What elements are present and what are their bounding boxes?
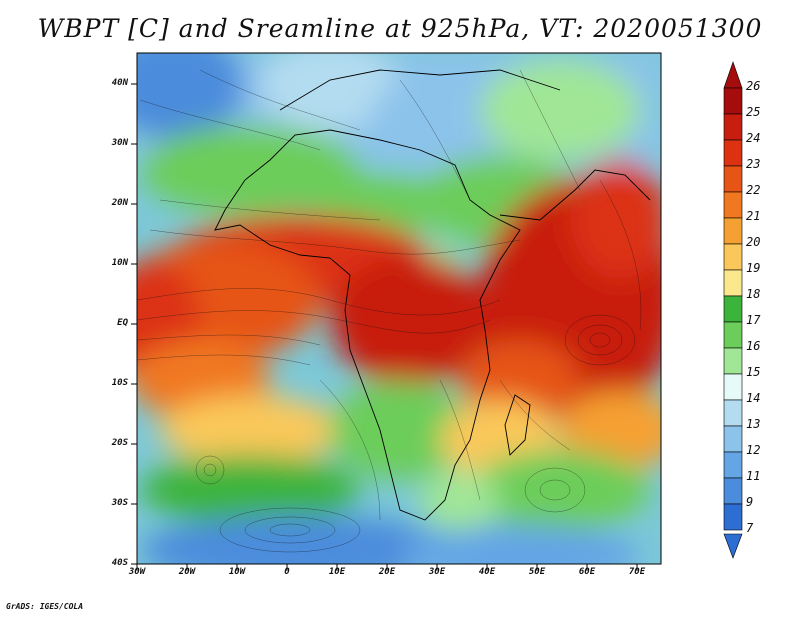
y-tick-label: 20N xyxy=(111,198,128,208)
colorbar-label: 19 xyxy=(746,261,761,275)
y-tick-label: 20S xyxy=(111,438,128,448)
colorbar-swatch xyxy=(723,217,743,245)
colorbar-swatch xyxy=(723,399,743,427)
x-tick-label: 10E xyxy=(328,567,346,577)
colorbar-swatch xyxy=(723,295,743,323)
colorbar-swatch xyxy=(723,503,743,531)
x-tick-label: 10W xyxy=(228,567,246,577)
x-tick-label: 20W xyxy=(178,567,196,577)
plot-frame xyxy=(136,52,662,565)
colorbar-label: 20 xyxy=(746,235,761,249)
colorbar-max-arrow xyxy=(723,61,743,89)
colorbar-swatch xyxy=(723,269,743,297)
wbpt-field xyxy=(137,53,661,564)
colorbar-label: 17 xyxy=(746,313,761,327)
colorbar-swatch xyxy=(723,165,743,193)
colorbar-label: 14 xyxy=(746,391,761,405)
y-tick-label: 40S xyxy=(111,558,128,568)
colorbar-label: 23 xyxy=(746,157,761,171)
x-tick-label: 0 xyxy=(284,567,290,577)
colorbar-swatch xyxy=(723,477,743,505)
x-tick-label: 70E xyxy=(628,567,646,577)
x-tick-label: 40E xyxy=(478,567,496,577)
colorbar-swatch xyxy=(723,373,743,401)
colorbar-swatch xyxy=(723,243,743,271)
colorbar-label: 16 xyxy=(746,339,761,353)
colorbar-label: 13 xyxy=(746,417,761,431)
colorbar-label: 24 xyxy=(746,131,761,145)
y-tick-label: 10S xyxy=(111,378,128,388)
x-tick-label: 30E xyxy=(428,567,446,577)
colorbar-label: 12 xyxy=(746,443,761,457)
map-title: WBPT [C] and Sreamline at 925hPa, VT: 20… xyxy=(37,14,763,43)
colorbar-swatch xyxy=(723,347,743,375)
grads-credit: GrADS: IGES/COLA xyxy=(6,602,84,611)
colorbar-swatch xyxy=(723,321,743,349)
axis-ticks xyxy=(131,83,638,570)
coastlines xyxy=(214,69,651,521)
colorbar-label: 18 xyxy=(746,287,761,301)
colorbar-swatch xyxy=(723,451,743,479)
y-tick-label: 30S xyxy=(111,498,128,508)
colorbar-label: 9 xyxy=(746,495,754,509)
colorbar-label: 11 xyxy=(746,469,761,483)
x-tick-label: 20E xyxy=(378,567,396,577)
colorbar-swatch xyxy=(723,425,743,453)
streamlines xyxy=(137,69,642,553)
y-tick-label: EQ xyxy=(117,318,128,328)
colorbar-label: 15 xyxy=(746,365,761,379)
x-tick-label: 50E xyxy=(528,567,546,577)
colorbar-swatch xyxy=(723,87,743,115)
x-tick-label: 60E xyxy=(578,567,596,577)
x-tick-label: 30W xyxy=(128,567,146,577)
y-tick-label: 10N xyxy=(111,258,128,268)
colorbar-swatch xyxy=(723,191,743,219)
y-tick-label: 30N xyxy=(111,138,128,148)
colorbar-label: 21 xyxy=(746,209,761,223)
colorbar-label: 22 xyxy=(746,183,761,197)
colorbar-min-arrow xyxy=(723,533,743,559)
colorbar-swatch xyxy=(723,139,743,167)
colorbar-label: 25 xyxy=(746,105,761,119)
colorbar xyxy=(723,61,743,559)
colorbar-label: 26 xyxy=(746,79,761,93)
colorbar-label: 7 xyxy=(746,521,754,535)
y-tick-label: 40N xyxy=(111,78,128,88)
colorbar-swatch xyxy=(723,113,743,141)
